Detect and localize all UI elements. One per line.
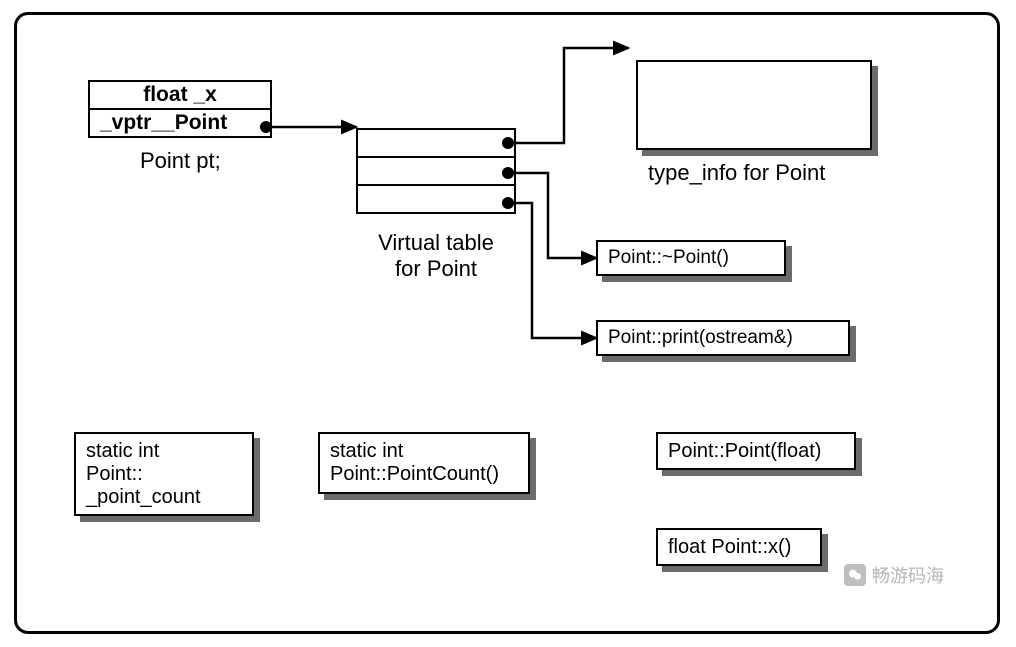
object-row-float-x: float _x bbox=[88, 80, 272, 110]
vtable-row bbox=[356, 128, 516, 158]
vtable-caption-line2: for Point bbox=[395, 256, 477, 281]
free-box-line: static int bbox=[86, 440, 242, 463]
free-box-getter: float Point::x() bbox=[656, 528, 822, 566]
linked-box-label: Point::~Point() bbox=[608, 247, 729, 269]
vtable-row bbox=[356, 184, 516, 214]
vtable-caption-line1: Virtual table bbox=[378, 230, 494, 255]
wechat-icon bbox=[844, 564, 866, 586]
vtable-row bbox=[356, 156, 516, 186]
pointer-dot bbox=[260, 121, 272, 133]
linked-box-label: Point::print(ostream&) bbox=[608, 327, 793, 349]
pointer-dot bbox=[502, 167, 514, 179]
pointer-dot bbox=[502, 197, 514, 209]
type-info-box bbox=[636, 60, 872, 150]
free-box-line: Point:: bbox=[86, 463, 242, 486]
linked-box-print: Point::print(ostream&) bbox=[596, 320, 850, 356]
vtable-caption: Virtual table for Point bbox=[366, 230, 506, 282]
type-info-caption: type_info for Point bbox=[648, 160, 825, 186]
free-box-line: Point::PointCount() bbox=[330, 463, 518, 486]
free-box-line: float Point::x() bbox=[668, 536, 810, 559]
free-box-static-var: static intPoint::_point_count bbox=[74, 432, 254, 516]
watermark-text: 畅游码海 bbox=[872, 562, 944, 588]
free-box-line: static int bbox=[330, 440, 518, 463]
free-box-line: Point::Point(float) bbox=[668, 440, 844, 463]
watermark: 畅游码海 bbox=[844, 562, 944, 588]
object-row-label: _vptr__Point bbox=[100, 111, 227, 135]
free-box-static-fn: static intPoint::PointCount() bbox=[318, 432, 530, 494]
free-box-line: _point_count bbox=[86, 486, 242, 509]
object-row-vptr: _vptr__Point bbox=[88, 108, 272, 138]
pointer-dot bbox=[502, 137, 514, 149]
object-caption: Point pt; bbox=[140, 148, 221, 174]
linked-box-dtor: Point::~Point() bbox=[596, 240, 786, 276]
free-box-ctor: Point::Point(float) bbox=[656, 432, 856, 470]
object-row-label: float _x bbox=[143, 83, 217, 107]
